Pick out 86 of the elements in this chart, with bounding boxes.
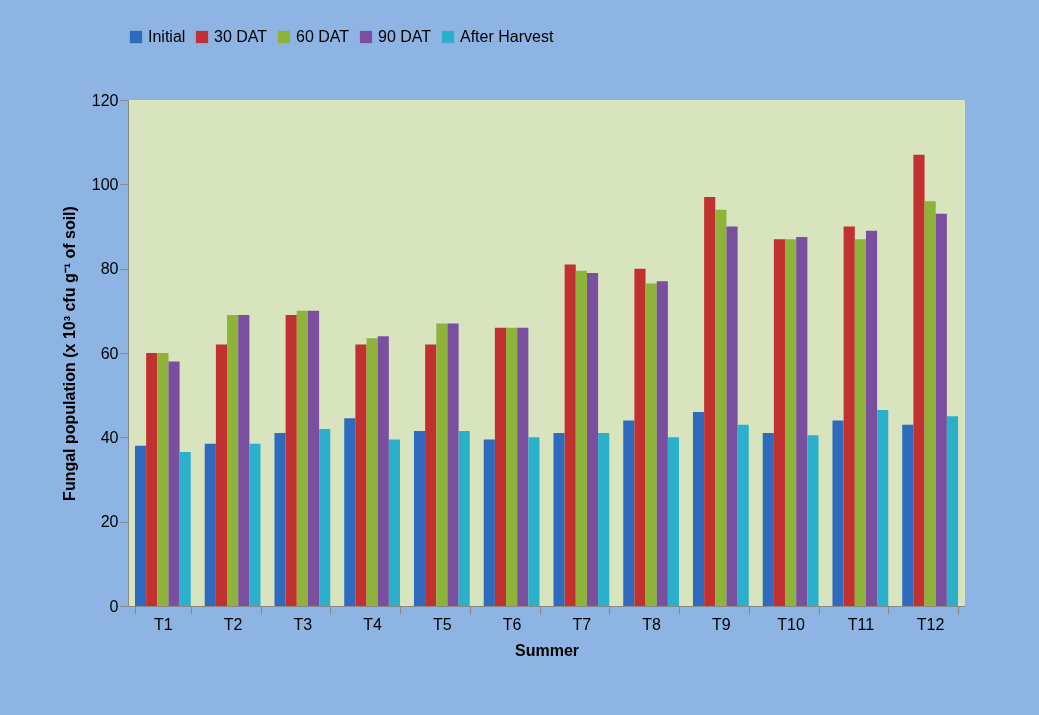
y-tick-label: 120 <box>91 91 119 109</box>
bar <box>319 428 331 606</box>
bar <box>726 226 738 606</box>
bar <box>436 323 448 606</box>
bar <box>623 420 635 606</box>
y-tick-label: 80 <box>100 260 119 278</box>
x-tick-label: T11 <box>847 615 875 633</box>
bar <box>285 315 297 606</box>
x-tick-label: T8 <box>642 615 662 633</box>
legend-label: 90 DAT <box>378 28 432 45</box>
bar <box>447 323 459 606</box>
bar <box>227 315 239 606</box>
bar <box>483 439 495 606</box>
legend-label: After Harvest <box>460 28 554 45</box>
legend-label: 30 DAT <box>214 28 268 45</box>
bar <box>528 437 540 606</box>
bar <box>344 418 356 606</box>
bar <box>157 353 169 606</box>
bar <box>762 433 774 606</box>
bar <box>737 424 749 606</box>
bar <box>564 264 576 606</box>
bar <box>134 445 147 606</box>
bar <box>924 201 936 606</box>
bar <box>553 433 565 606</box>
bar <box>902 424 914 606</box>
bar <box>366 338 378 606</box>
x-tick-label: T6 <box>502 615 522 633</box>
bar <box>645 283 657 606</box>
bar <box>146 353 158 606</box>
bar <box>692 412 705 606</box>
bar <box>179 452 191 606</box>
bar <box>656 281 668 606</box>
bar <box>249 443 261 606</box>
bar <box>773 239 786 606</box>
bar <box>935 213 947 606</box>
bar <box>458 431 470 606</box>
legend-label: Initial <box>148 28 186 45</box>
bar <box>238 315 250 606</box>
legend-label: 60 DAT <box>296 28 350 45</box>
y-axis-title: Fungal population (x 10³ cfu g⁻¹ of soil) <box>60 206 78 501</box>
bar <box>575 270 587 606</box>
x-tick-label: T3 <box>293 615 313 633</box>
y-tick-label: 0 <box>109 597 119 615</box>
x-tick-label: T5 <box>433 615 452 633</box>
bar <box>865 230 878 606</box>
x-tick-label: T1 <box>154 615 173 633</box>
y-tick-label: 40 <box>100 428 119 446</box>
bar <box>634 268 646 606</box>
bar <box>704 196 716 606</box>
bar <box>598 433 610 606</box>
bar <box>785 239 797 606</box>
bar <box>877 409 889 606</box>
bar <box>715 209 727 606</box>
y-tick-label: 20 <box>100 513 119 531</box>
x-tick-label: T4 <box>363 615 383 633</box>
x-axis-title: Summer <box>514 641 580 659</box>
x-tick-label: T9 <box>712 615 731 633</box>
bar <box>296 310 308 606</box>
bar <box>807 435 819 606</box>
x-tick-label: T2 <box>223 615 243 633</box>
bar <box>913 154 925 606</box>
bar <box>355 344 367 606</box>
x-tick-label: T10 <box>777 615 806 633</box>
bar <box>854 239 866 606</box>
bar <box>517 327 529 606</box>
x-tick-label: T7 <box>572 615 592 633</box>
bar <box>586 272 599 606</box>
bar <box>274 433 286 606</box>
y-tick-label: 100 <box>91 175 119 193</box>
bar <box>796 237 808 606</box>
bar <box>204 443 216 606</box>
bar <box>832 420 844 606</box>
bar <box>215 344 228 606</box>
bar <box>946 416 959 606</box>
bar <box>377 336 389 606</box>
y-tick-label: 60 <box>100 344 119 362</box>
bar <box>413 431 426 606</box>
bar <box>168 361 180 606</box>
bar <box>494 327 507 606</box>
bar <box>843 226 855 606</box>
bar <box>667 437 680 606</box>
x-tick-label: T12 <box>916 615 945 633</box>
bar <box>425 344 437 606</box>
bar <box>307 310 320 606</box>
bar <box>388 439 401 606</box>
bar <box>506 327 518 606</box>
